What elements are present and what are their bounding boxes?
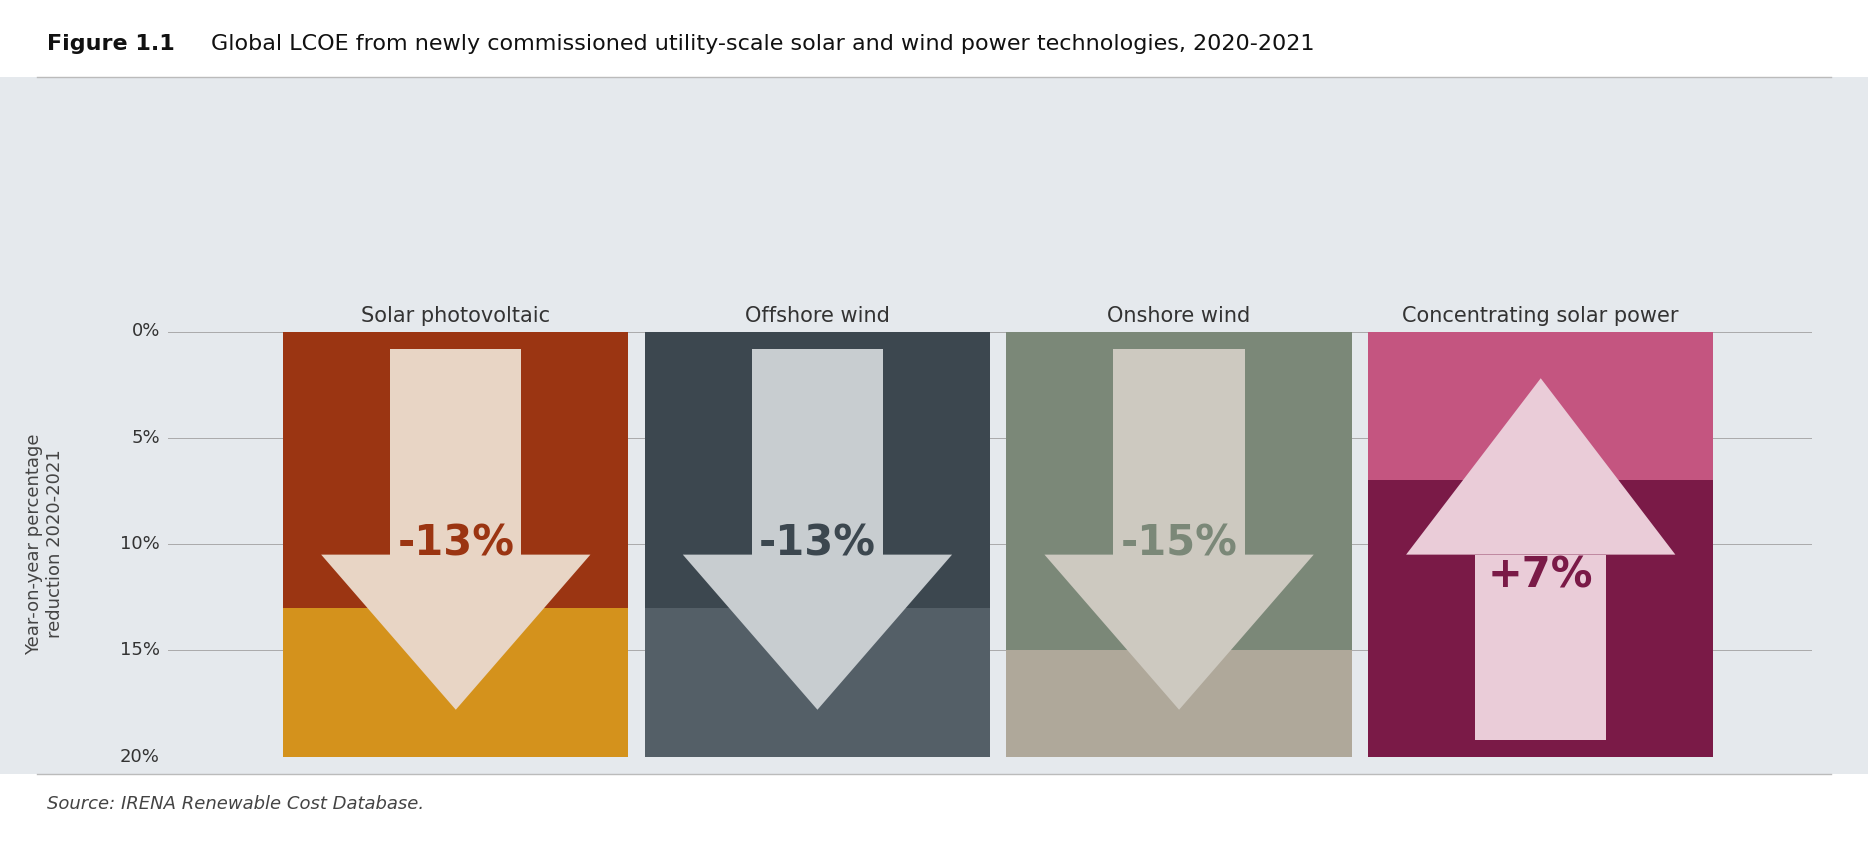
Bar	[1476, 555, 1606, 740]
Text: Global LCOE from newly commissioned utility-scale solar and wind power technolog: Global LCOE from newly commissioned util…	[211, 34, 1315, 54]
Text: Figure 1.1: Figure 1.1	[47, 34, 174, 54]
Text: 0%: 0%	[131, 322, 161, 341]
Bar	[1367, 332, 1713, 480]
Text: 10%: 10%	[120, 535, 161, 553]
Bar	[1367, 480, 1713, 756]
Bar	[1007, 332, 1352, 650]
Polygon shape	[321, 555, 590, 710]
Polygon shape	[1407, 378, 1676, 555]
Text: -13%: -13%	[758, 523, 876, 565]
Bar	[644, 332, 990, 608]
Bar	[284, 608, 628, 756]
Text: +7%: +7%	[1489, 555, 1593, 597]
Bar	[751, 348, 884, 555]
Text: Onshore wind: Onshore wind	[1108, 306, 1252, 326]
Bar	[1007, 650, 1352, 756]
Text: 20%: 20%	[120, 747, 161, 766]
Text: 5%: 5%	[131, 428, 161, 447]
Polygon shape	[1044, 555, 1313, 710]
Text: 15%: 15%	[120, 641, 161, 660]
Polygon shape	[684, 555, 953, 710]
Text: Solar photovoltaic: Solar photovoltaic	[361, 306, 551, 326]
Text: -13%: -13%	[398, 523, 514, 565]
Text: Concentrating solar power: Concentrating solar power	[1403, 306, 1679, 326]
Bar	[284, 332, 628, 608]
Text: Source: IRENA Renewable Cost Database.: Source: IRENA Renewable Cost Database.	[47, 795, 424, 813]
Text: -15%: -15%	[1121, 523, 1237, 565]
Text: Year-on-year percentage
reduction 2020-2021: Year-on-year percentage reduction 2020-2…	[26, 434, 64, 654]
Bar	[644, 608, 990, 756]
Bar	[390, 348, 521, 555]
Bar	[1113, 348, 1244, 555]
Text: Offshore wind: Offshore wind	[745, 306, 889, 326]
